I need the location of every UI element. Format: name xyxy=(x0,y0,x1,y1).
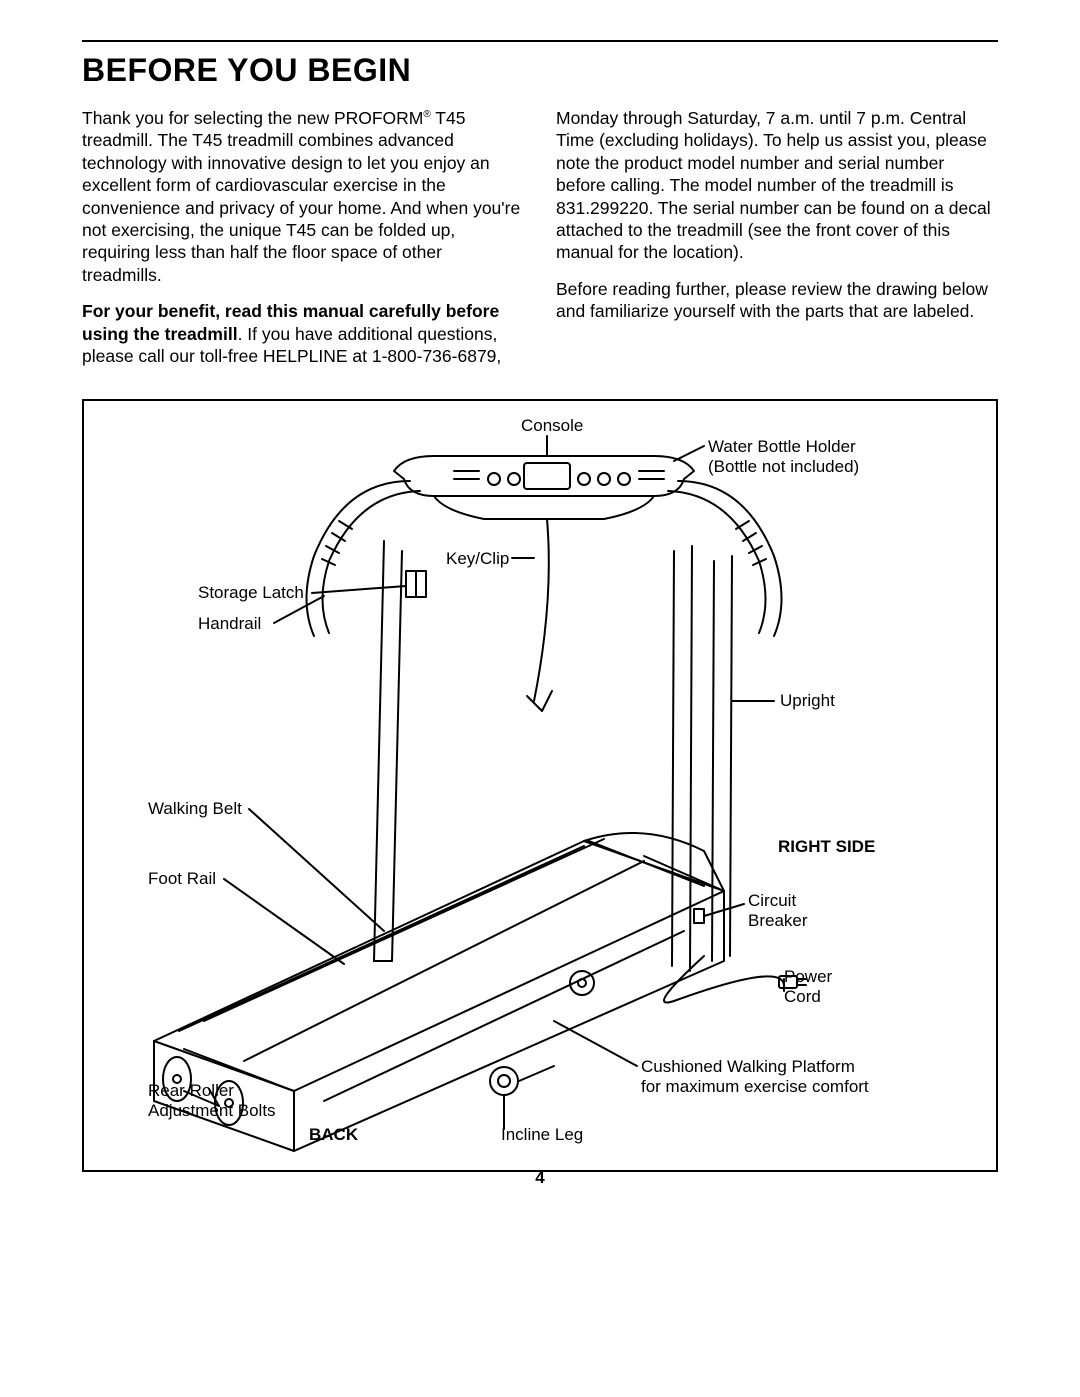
column-left: Thank you for selecting the new PROFORM®… xyxy=(82,107,524,381)
page-title: BEFORE YOU BEGIN xyxy=(82,52,998,89)
label-handrail: Handrail xyxy=(198,614,261,634)
label-cushion-1: Cushioned Walking Platform xyxy=(641,1057,855,1077)
label-cushion-2: for maximum exercise comfort xyxy=(641,1077,869,1097)
label-incline: Incline Leg xyxy=(501,1125,583,1145)
helpline-hours-paragraph: Monday through Saturday, 7 a.m. until 7 … xyxy=(556,107,998,264)
label-storage-latch: Storage Latch xyxy=(198,583,304,603)
label-rear-1: Rear Roller xyxy=(148,1081,234,1101)
treadmill-illustration xyxy=(84,401,998,1172)
label-water-bottle-2: (Bottle not included) xyxy=(708,457,859,477)
label-rear-2: Adjustment Bolts xyxy=(148,1101,276,1121)
page-number: 4 xyxy=(0,1168,1080,1188)
label-right-side: RIGHT SIDE xyxy=(778,837,875,857)
column-right: Monday through Saturday, 7 a.m. until 7 … xyxy=(556,107,998,381)
read-manual-paragraph: For your benefit, read this manual caref… xyxy=(82,300,524,367)
label-circuit-2: Breaker xyxy=(748,911,808,931)
label-upright: Upright xyxy=(780,691,835,711)
label-power-2: Cord xyxy=(784,987,821,1007)
body-columns: Thank you for selecting the new PROFORM®… xyxy=(82,107,998,381)
label-console: Console xyxy=(521,416,583,436)
label-foot-rail: Foot Rail xyxy=(148,869,216,889)
review-drawing-paragraph: Before reading further, please review th… xyxy=(556,278,998,323)
label-power-1: Power xyxy=(784,967,832,987)
intro-paragraph: Thank you for selecting the new PROFORM®… xyxy=(82,107,524,286)
label-water-bottle-1: Water Bottle Holder xyxy=(708,437,856,457)
label-walking-belt: Walking Belt xyxy=(148,799,242,819)
label-key-clip: Key/Clip xyxy=(446,549,509,569)
label-back: BACK xyxy=(309,1125,358,1145)
label-circuit-1: Circuit xyxy=(748,891,796,911)
parts-diagram: Console Water Bottle Holder (Bottle not … xyxy=(82,399,998,1172)
